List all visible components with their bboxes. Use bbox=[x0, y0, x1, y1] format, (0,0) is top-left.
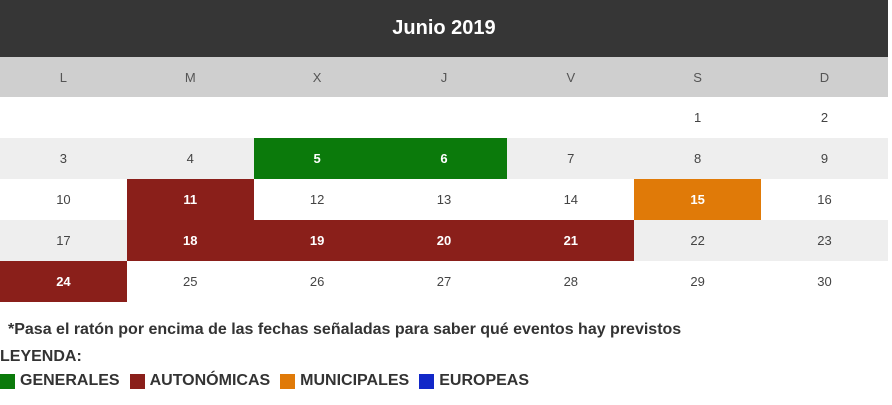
legend-label-generales: GENERALES bbox=[20, 372, 120, 389]
week-row-2: 3 4 5 6 7 8 9 bbox=[0, 138, 888, 179]
event-day-autonomicas[interactable]: 19 bbox=[253, 220, 381, 261]
event-day-autonomicas[interactable]: 20 bbox=[380, 220, 508, 261]
day-cell: 30 bbox=[817, 274, 832, 289]
legend-item-generales: GENERALES bbox=[0, 372, 120, 390]
weekday-sabado: S bbox=[693, 69, 702, 85]
day-cell: 25 bbox=[183, 274, 198, 289]
day-cell-empty bbox=[127, 97, 254, 138]
week-row-5: 24 25 26 27 28 29 30 bbox=[0, 261, 888, 302]
event-day-autonomicas[interactable]: 11 bbox=[126, 179, 254, 220]
weekday-lunes: L bbox=[59, 69, 68, 85]
week-row-3: 10 11 12 13 14 15 16 bbox=[0, 179, 888, 220]
day-cell: 2 bbox=[820, 110, 829, 125]
hover-hint-note: *Pasa el ratón por encima de las fechas … bbox=[8, 321, 682, 338]
legend-swatch-europeas bbox=[419, 373, 435, 389]
legend-swatch-generales bbox=[0, 373, 15, 389]
weekday-miercoles: X bbox=[312, 69, 322, 85]
day-cell: 29 bbox=[690, 274, 705, 289]
day-cell: 23 bbox=[817, 233, 832, 248]
day-cell: 13 bbox=[436, 192, 452, 207]
legend-label-municipales: MUNICIPALES bbox=[300, 372, 410, 389]
legend-title: LEYENDA: bbox=[0, 348, 82, 365]
legend-swatch-autonomicas bbox=[129, 373, 145, 389]
event-day-autonomicas[interactable]: 24 bbox=[0, 261, 127, 302]
day-cell: 27 bbox=[436, 274, 452, 289]
day-cell: 26 bbox=[309, 274, 325, 289]
week-row-1: 1 2 bbox=[0, 97, 888, 138]
event-day-generales[interactable]: 6 bbox=[380, 138, 508, 179]
day-cell: 4 bbox=[186, 151, 194, 166]
legend-label-autonomicas: AUTONÓMICAS bbox=[149, 372, 271, 389]
week-row-4: 17 18 19 20 21 22 23 bbox=[0, 220, 888, 261]
day-cell: 12 bbox=[309, 192, 325, 207]
weekday-viernes: V bbox=[566, 69, 576, 85]
day-cell-empty bbox=[254, 97, 381, 138]
day-cell: 9 bbox=[820, 151, 829, 166]
day-cell-empty bbox=[0, 97, 127, 138]
calendar: Junio 2019 L M X J V S D 1 2 3 4 5 6 7 8… bbox=[0, 0, 888, 302]
weekday-domingo: D bbox=[819, 69, 830, 85]
day-cell: 16 bbox=[817, 192, 832, 207]
event-day-autonomicas[interactable]: 21 bbox=[507, 220, 635, 261]
legend: GENERALES AUTONÓMICAS MUNICIPALES EUROPE… bbox=[0, 372, 539, 390]
day-cell-empty bbox=[381, 97, 508, 138]
legend-item-municipales: MUNICIPALES bbox=[280, 372, 409, 390]
weekday-jueves: J bbox=[440, 69, 448, 85]
event-day-municipales[interactable]: 15 bbox=[634, 179, 762, 220]
legend-item-europeas: EUROPEAS bbox=[419, 372, 529, 390]
event-day-generales[interactable]: 5 bbox=[253, 138, 381, 179]
day-cell: 17 bbox=[56, 233, 71, 248]
event-day-autonomicas[interactable]: 18 bbox=[126, 220, 254, 261]
day-cell-empty bbox=[507, 97, 634, 138]
legend-item-autonomicas: AUTONÓMICAS bbox=[129, 372, 271, 390]
day-cell: 8 bbox=[694, 151, 702, 166]
weekday-header-row: L M X J V S D bbox=[0, 57, 888, 97]
day-cell: 28 bbox=[563, 274, 579, 289]
day-cell: 1 bbox=[694, 110, 702, 125]
weekday-martes: M bbox=[184, 69, 196, 85]
day-cell: 22 bbox=[690, 233, 705, 248]
legend-label-europeas: EUROPEAS bbox=[439, 372, 530, 389]
day-cell: 7 bbox=[567, 151, 575, 166]
calendar-title: Junio 2019 bbox=[0, 0, 888, 57]
day-cell: 3 bbox=[59, 151, 68, 166]
day-cell: 14 bbox=[563, 192, 579, 207]
day-cell: 10 bbox=[56, 192, 71, 207]
legend-swatch-municipales bbox=[280, 373, 296, 389]
